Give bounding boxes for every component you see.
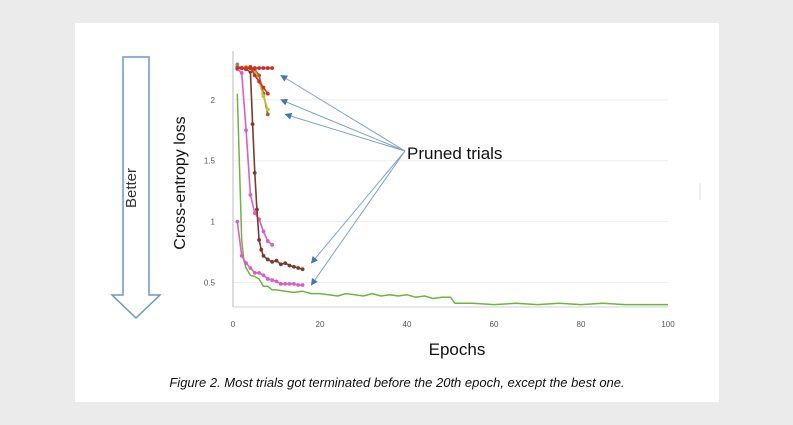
pruned-arrow	[280, 74, 406, 152]
data-point	[257, 66, 261, 70]
gridlines	[233, 99, 668, 284]
data-point	[270, 278, 275, 283]
data-point	[274, 258, 279, 263]
series-3	[235, 66, 305, 272]
pruned-arrows	[280, 74, 406, 286]
data-point	[252, 171, 257, 175]
data-point	[252, 73, 257, 78]
data-point	[283, 261, 288, 266]
y-tick-label: 0.5	[204, 279, 216, 288]
data-point	[259, 247, 264, 252]
series-8	[235, 62, 240, 67]
data-point	[283, 281, 288, 286]
loss-chart: Better Cross-entropy loss 0.5 1 1.5 2 0 20 40…	[110, 51, 701, 359]
data-point	[274, 279, 279, 284]
data-point	[252, 270, 257, 275]
data-point	[265, 112, 270, 117]
better-arrow: Better	[110, 56, 162, 320]
data-point	[265, 257, 270, 262]
data-point	[235, 62, 240, 67]
series-line	[236, 93, 668, 306]
data-point	[265, 66, 270, 70]
data-point	[257, 73, 261, 78]
data-point	[257, 270, 261, 275]
data-point	[296, 283, 301, 287]
data-point	[248, 66, 253, 70]
data-point	[270, 242, 275, 247]
data-point	[235, 66, 240, 70]
data-point	[255, 207, 259, 212]
data-point	[278, 262, 283, 267]
y-tick-label: 1.5	[204, 157, 216, 166]
better-arrow-icon	[110, 56, 162, 320]
data-point	[261, 66, 266, 70]
data-point	[248, 266, 253, 270]
x-tick-labels: 0 20 40 60 80 100	[231, 320, 675, 329]
data-point	[300, 283, 305, 287]
y-tick-label: 1	[211, 218, 216, 227]
data-point	[270, 259, 275, 264]
data-point	[270, 66, 275, 70]
series-0	[236, 93, 668, 306]
data-point	[235, 219, 240, 224]
data-point	[292, 264, 296, 269]
series-line	[236, 221, 303, 286]
data-point	[287, 263, 292, 268]
data-point	[278, 281, 283, 286]
data-point	[261, 94, 266, 99]
pruned-arrow	[284, 112, 406, 152]
y-axis-label: Cross-entropy loss	[172, 116, 189, 249]
x-tick-label: 20	[316, 320, 325, 329]
series-line	[237, 67, 303, 270]
data-point	[248, 192, 253, 197]
x-tick-label: 100	[661, 320, 675, 329]
pruned-arrow	[280, 98, 406, 152]
x-tick-label: 60	[490, 320, 499, 329]
data-point	[287, 281, 292, 286]
series-1	[235, 219, 305, 287]
y-tick-labels: 0.5 1 1.5 2	[204, 96, 216, 288]
data-point	[292, 281, 296, 286]
x-tick-label: 0	[231, 320, 236, 329]
data-point	[265, 277, 270, 281]
figure-caption: Figure 2. Most trials got terminated bef…	[169, 375, 625, 390]
data-point	[265, 107, 270, 112]
data-point	[257, 79, 261, 84]
data-point	[252, 211, 257, 216]
data-point	[300, 267, 305, 272]
data-point	[250, 122, 255, 127]
x-tick-label: 80	[577, 320, 586, 329]
data-point	[265, 239, 270, 244]
better-label: Better	[123, 168, 140, 208]
data-point	[244, 66, 248, 70]
x-tick-label: 40	[403, 320, 412, 329]
data-point	[261, 253, 266, 258]
data-point	[244, 128, 248, 133]
data-point	[261, 273, 266, 278]
figure-card: Better Cross-entropy loss 0.5 1 1.5 2 0 20 40…	[75, 23, 719, 402]
data-point	[261, 85, 266, 90]
data-point	[239, 66, 244, 70]
data-point	[252, 66, 257, 70]
pruned-trials-label: Pruned trials	[407, 144, 502, 163]
data-point	[239, 253, 244, 258]
data-point	[296, 266, 301, 270]
pruned-arrow	[310, 150, 406, 286]
data-point	[257, 238, 261, 242]
series-layer	[235, 62, 668, 306]
data-point	[239, 71, 244, 75]
data-point	[261, 229, 266, 234]
series-7	[235, 66, 275, 70]
data-point	[265, 91, 270, 96]
y-tick-label: 2	[211, 96, 216, 105]
data-point	[244, 261, 248, 266]
pruned-arrow	[310, 150, 406, 264]
x-axis-label: Epochs	[429, 340, 486, 359]
